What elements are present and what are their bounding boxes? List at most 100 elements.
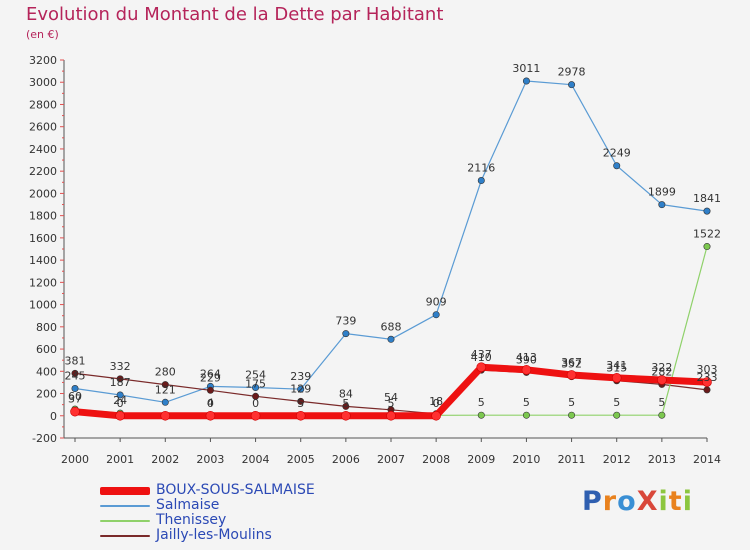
data-label: 322 xyxy=(651,361,672,374)
y-tick-label: 1400 xyxy=(29,254,57,267)
data-point xyxy=(702,377,712,387)
y-tick-label: 0 xyxy=(50,410,57,423)
data-point xyxy=(703,386,711,394)
data-label: 5 xyxy=(388,397,395,410)
data-point xyxy=(71,369,79,377)
y-tick-label: 2800 xyxy=(29,98,57,111)
data-label: 233 xyxy=(697,371,718,384)
data-label: 332 xyxy=(110,360,131,373)
legend-item-salmaise: Salmaise xyxy=(100,498,315,513)
data-label: 5 xyxy=(297,397,304,410)
data-label: 129 xyxy=(290,382,311,395)
y-tick-label: 800 xyxy=(36,321,57,334)
data-point xyxy=(297,397,305,405)
data-point xyxy=(252,384,260,392)
data-label: 367 xyxy=(561,356,582,369)
data-label: 1841 xyxy=(693,192,721,205)
y-tick-label: 1200 xyxy=(29,276,57,289)
proxiti-logo: ProXiti xyxy=(582,486,693,517)
y-tick-label: 3200 xyxy=(29,54,57,67)
data-point xyxy=(250,410,261,421)
x-tick-label: 2000 xyxy=(61,453,89,466)
data-point xyxy=(115,410,125,421)
data-point xyxy=(568,411,576,419)
y-tick-label: 200 xyxy=(36,388,57,401)
y-tick-label: 600 xyxy=(36,343,57,356)
logo-letter: r xyxy=(602,486,618,517)
data-point xyxy=(476,362,487,372)
data-point xyxy=(341,410,351,421)
x-tick-label: 2011 xyxy=(558,453,586,466)
logo-letter: t xyxy=(668,486,683,517)
data-point xyxy=(657,375,667,385)
data-label: 121 xyxy=(155,383,176,396)
data-label: 84 xyxy=(339,387,353,400)
y-tick-label: 2400 xyxy=(29,143,57,156)
data-point xyxy=(658,201,666,209)
data-point xyxy=(252,392,260,400)
legend-item-thenissey: Thenissey xyxy=(100,513,315,528)
legend-label-thenissey: Thenissey xyxy=(156,512,227,528)
data-point xyxy=(703,243,711,251)
data-point xyxy=(613,162,621,170)
data-label: 0 xyxy=(433,397,440,410)
legend-label-boux: BOUX-SOUS-SALMAISE xyxy=(156,482,315,498)
data-label: 5 xyxy=(658,396,665,409)
x-tick-label: 2008 xyxy=(422,453,450,466)
y-tick-label: -200 xyxy=(32,432,57,445)
data-point xyxy=(568,81,576,89)
data-label: 239 xyxy=(290,370,311,383)
data-label: 2249 xyxy=(603,147,631,160)
data-point xyxy=(160,410,171,421)
legend-item-jailly: Jailly-les-Moulins xyxy=(100,528,315,543)
data-label: 5 xyxy=(613,396,620,409)
data-label: 24 xyxy=(113,394,127,407)
data-label: 2116 xyxy=(467,162,495,175)
chart-title: Evolution du Montant de la Dette par Hab… xyxy=(26,4,444,25)
data-label: 0 xyxy=(207,397,214,410)
data-label: 413 xyxy=(516,351,537,364)
data-label: 37 xyxy=(68,393,82,406)
legend-item-boux: BOUX-SOUS-SALMAISE xyxy=(100,483,315,498)
legend-swatch-jailly xyxy=(100,534,150,537)
data-point xyxy=(566,370,577,380)
data-point xyxy=(342,402,350,410)
data-point xyxy=(522,77,530,85)
logo-letter: i xyxy=(682,486,693,517)
data-label: 688 xyxy=(381,320,402,333)
data-point xyxy=(71,385,79,393)
data-label: 175 xyxy=(245,377,266,390)
x-tick-label: 2006 xyxy=(332,453,360,466)
data-point xyxy=(206,386,214,394)
legend-swatch-boux xyxy=(100,486,150,495)
logo-letter: i xyxy=(658,486,669,517)
y-tick-label: 2200 xyxy=(29,165,57,178)
data-label: 341 xyxy=(606,359,627,372)
data-point xyxy=(658,411,666,419)
legend-label-jailly: Jailly-les-Moulins xyxy=(156,527,272,543)
data-label: 303 xyxy=(697,363,718,376)
data-label: 5 xyxy=(523,396,530,409)
data-label: 282 xyxy=(651,365,672,378)
data-label: 3011 xyxy=(512,62,540,75)
y-tick-label: 3000 xyxy=(29,76,57,89)
x-tick-label: 2012 xyxy=(603,453,631,466)
data-label: 909 xyxy=(426,296,447,309)
x-tick-label: 2002 xyxy=(151,453,179,466)
x-tick-label: 2001 xyxy=(106,453,134,466)
logo-letter: P xyxy=(582,486,603,517)
data-point xyxy=(703,207,711,215)
data-label: 18 xyxy=(429,395,443,408)
x-tick-label: 2009 xyxy=(467,453,495,466)
data-point xyxy=(342,330,350,338)
data-point xyxy=(295,410,306,421)
data-label: 1522 xyxy=(693,228,721,241)
data-label: 352 xyxy=(561,358,582,371)
series-line xyxy=(74,80,708,403)
data-point xyxy=(116,375,124,383)
x-tick-label: 2007 xyxy=(377,453,405,466)
data-label: 229 xyxy=(200,371,221,384)
data-label: 0 xyxy=(252,397,259,410)
data-point xyxy=(297,385,305,393)
